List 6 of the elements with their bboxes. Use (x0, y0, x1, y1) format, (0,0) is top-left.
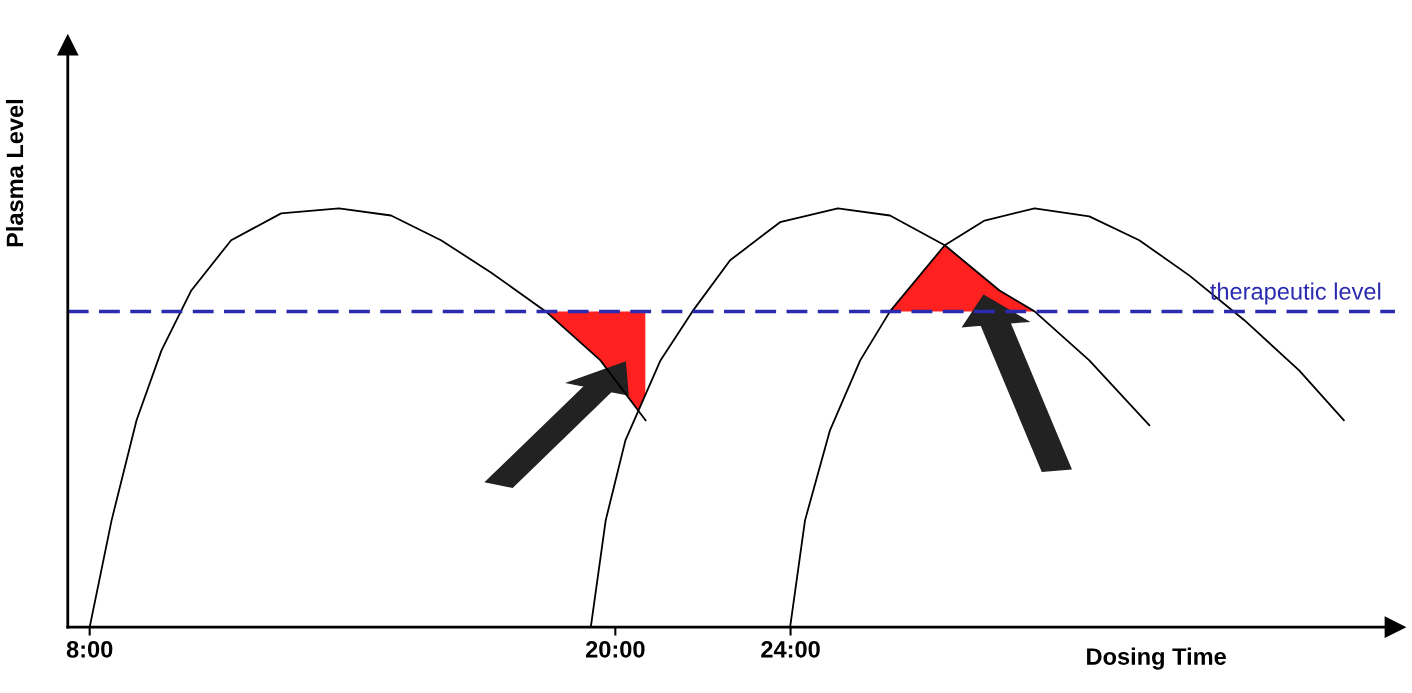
x-tick-label: 8:00 (66, 640, 113, 658)
ref-line-label: therapeutic level (1210, 282, 1381, 305)
x-axis-title: Dosing Time (1087, 647, 1226, 670)
x-tick-label: 20:00 (585, 640, 645, 658)
x-tick-label: 24:00 (761, 640, 820, 658)
y-axis-title: Plasma Level (5, 99, 24, 247)
